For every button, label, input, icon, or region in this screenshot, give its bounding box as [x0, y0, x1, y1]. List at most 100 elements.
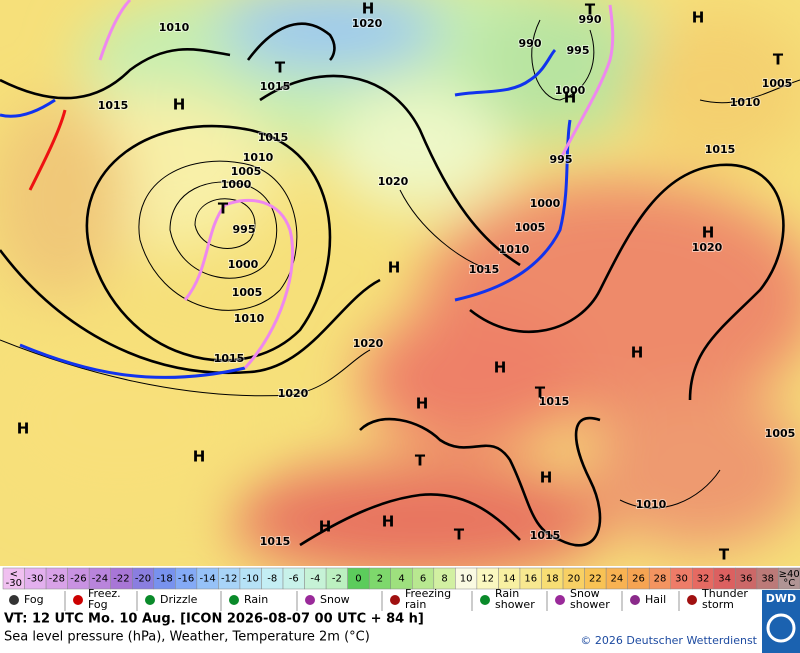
dwd-logo-mark — [766, 613, 796, 643]
pressure-center: H — [193, 448, 206, 466]
isobar-label: 1005 — [515, 221, 546, 234]
scale-label: 24 — [611, 574, 624, 585]
pressure-center: H — [631, 344, 644, 362]
isobar-label: 1010 — [499, 243, 530, 256]
scale-label: 6 — [420, 574, 426, 585]
isobar-label: 1005 — [231, 165, 262, 178]
legend-label: Thunder — [701, 587, 748, 600]
scale-label: -16 — [178, 574, 194, 585]
pressure-center: T — [454, 526, 465, 544]
isobar-label: 995 — [233, 223, 256, 236]
pressure-center: T — [535, 384, 546, 402]
legend-icon — [390, 595, 400, 605]
legend-label: Hail — [645, 593, 666, 606]
scale-label: 36 — [740, 574, 753, 585]
pressure-center: H — [362, 0, 375, 18]
legend-label: Drizzle — [160, 593, 198, 606]
isobar-label: 1015 — [469, 263, 500, 276]
fronts — [0, 0, 615, 379]
isobar-label: 1015 — [214, 352, 245, 365]
isobars — [0, 19, 800, 547]
legend-label: Snow — [570, 587, 600, 600]
isobar-label: 1005 — [762, 77, 793, 90]
scale-label: -4 — [310, 574, 320, 585]
pressure-center: H — [382, 513, 395, 531]
scale-label: -2 — [332, 574, 342, 585]
isobar-label: 1000 — [530, 197, 561, 210]
scale-label: 4 — [398, 574, 404, 585]
temperature-scale: <-30 -30 -28 -26 -24 -22 -20 -18 -16 -14 -12 -10 -8-… — [2, 567, 800, 590]
scale-label: 16 — [524, 574, 537, 585]
dwd-logo-text: DWD — [766, 592, 796, 605]
scale-label: 22 — [589, 574, 602, 585]
scale-label: -18 — [156, 574, 172, 585]
isobar-label: 995 — [567, 44, 590, 57]
isobar-label: 995 — [550, 153, 573, 166]
pressure-center: H — [494, 359, 507, 377]
isobar-label: 1020 — [352, 17, 383, 30]
isobar-label: 1015 — [530, 529, 561, 542]
scale-label: 10 — [460, 574, 473, 585]
isobar-label: 990 — [519, 37, 542, 50]
isobar-label: 1015 — [705, 143, 736, 156]
legend-label: shower — [495, 598, 535, 611]
scale-label: 38 — [761, 574, 774, 585]
map-labels: 1010 102010151015101510101005100099510001… — [17, 0, 797, 564]
legend-icon — [480, 595, 490, 605]
legend-label: Fog — [88, 598, 108, 611]
scale-label: 8 — [441, 574, 447, 585]
pressure-center: T — [415, 452, 426, 470]
legend-icon — [73, 595, 83, 605]
isobar-label: 1020 — [692, 241, 723, 254]
scale-label: -6 — [289, 574, 299, 585]
scale-label: 12 — [481, 574, 494, 585]
scale-label: -24 — [92, 574, 108, 585]
temperature-field — [0, 0, 800, 580]
legend-label: Rain — [495, 587, 519, 600]
scale-label: 14 — [503, 574, 516, 585]
scale-label: 34 — [718, 574, 731, 585]
legend-icon — [630, 595, 640, 605]
legend-icon — [687, 595, 697, 605]
isobar-label: 1000 — [228, 258, 259, 271]
pressure-center: T — [773, 51, 784, 69]
legend-label: Fog — [24, 593, 44, 606]
isobar-label: 1010 — [243, 151, 274, 164]
scale-label: -8 — [267, 574, 277, 585]
map: 1010 102010151015101510101005100099510001… — [0, 0, 800, 580]
isobar-label: 1005 — [232, 286, 263, 299]
isobar-label: 1010 — [636, 498, 667, 511]
legend-label: Freezing — [405, 587, 451, 600]
scale-cell — [778, 567, 800, 590]
scale-label: -28 — [49, 574, 65, 585]
scale-label: 32 — [697, 574, 710, 585]
legend-label: Rain — [244, 593, 268, 606]
pressure-center: T — [585, 1, 596, 19]
scale-label: -22 — [113, 574, 129, 585]
scale-label: 30 — [675, 574, 688, 585]
pressure-center: H — [388, 259, 401, 277]
scale-label: 0 — [355, 574, 361, 585]
scale-label: °C — [783, 578, 795, 589]
subtitle: Sea level pressure (hPa), Weather, Tempe… — [4, 630, 370, 645]
isobar-label: 1015 — [539, 395, 570, 408]
pressure-center: H — [540, 469, 553, 487]
scale-label: 2 — [377, 574, 383, 585]
scale-label: 20 — [567, 574, 580, 585]
isobar-label: 1015 — [98, 99, 129, 112]
scale-label: 26 — [632, 574, 645, 585]
scale-label: 18 — [546, 574, 559, 585]
scale-label: < — [10, 569, 18, 580]
legend-label: rain — [405, 598, 426, 611]
legend-label: storm — [702, 598, 734, 611]
isobar-label: 1020 — [353, 337, 384, 350]
scale-label: 28 — [654, 574, 667, 585]
isobar-label: 1000 — [555, 84, 586, 97]
scale-label: -14 — [199, 574, 215, 585]
pressure-center: H — [702, 224, 715, 242]
pressure-center: H — [173, 96, 186, 114]
isobar-label: 1010 — [234, 312, 265, 325]
isobar-label: 990 — [579, 13, 602, 26]
